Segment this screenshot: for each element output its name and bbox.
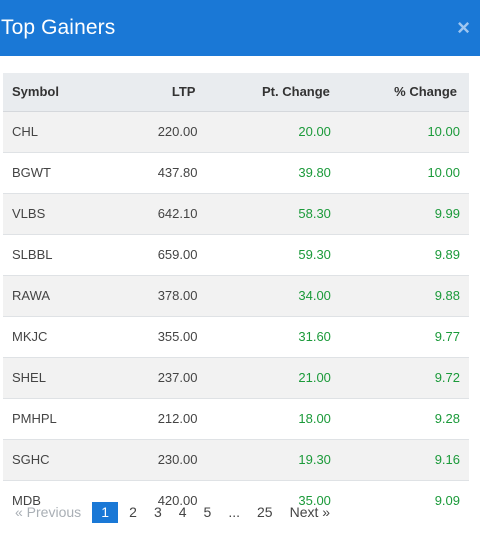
table-header-row: Symbol LTP Pt. Change % Change — [3, 73, 469, 112]
pagination: « Previous 1 2 3 4 5 ... 25 Next » — [9, 502, 341, 523]
symbol-cell: CHL — [3, 110, 119, 152]
pct-change-cell: 9.09 — [331, 479, 469, 521]
symbol-cell: RAWA — [3, 274, 119, 316]
ltp-cell: 659.00 — [118, 233, 198, 275]
page-link-1[interactable]: 1 — [92, 502, 119, 523]
symbol-cell: SLBBL — [3, 233, 119, 275]
column-header-ltp[interactable]: LTP — [118, 73, 198, 112]
table-row[interactable]: SLBBL 659.00 59.30 9.89 — [3, 233, 469, 275]
table-row[interactable]: SHEL 237.00 21.00 9.72 — [3, 356, 469, 398]
pct-change-cell: 9.77 — [331, 315, 469, 357]
page-link-3[interactable]: 3 — [153, 504, 162, 520]
symbol-cell: PMHPL — [3, 397, 119, 439]
ltp-cell: 355.00 — [118, 315, 198, 357]
ltp-cell: 642.10 — [118, 192, 198, 234]
pct-change-cell: 10.00 — [331, 110, 469, 152]
next-page-link[interactable]: Next » — [289, 504, 331, 520]
pct-change-cell: 9.89 — [331, 233, 469, 275]
table-row[interactable]: RAWA 378.00 34.00 9.88 — [3, 274, 469, 316]
modal-header: Top Gainers × — [0, 0, 480, 56]
pt-change-cell: 59.30 — [197, 233, 332, 275]
ltp-cell: 230.00 — [118, 438, 198, 480]
gainers-table-wrapper: Symbol LTP Pt. Change % Change CHL 220.00… — [3, 73, 469, 521]
pct-change-cell: 10.00 — [331, 151, 469, 193]
gainers-table: Symbol LTP Pt. Change % Change CHL 220.00… — [3, 73, 469, 521]
close-icon[interactable]: × — [457, 15, 470, 40]
table-row[interactable]: MKJC 355.00 31.60 9.77 — [3, 315, 469, 357]
pt-change-cell: 39.80 — [197, 151, 332, 193]
page-link-2[interactable]: 2 — [129, 504, 137, 520]
ltp-cell: 437.80 — [118, 151, 198, 193]
ltp-cell: 212.00 — [118, 397, 198, 439]
symbol-cell: MKJC — [3, 315, 119, 357]
pt-change-cell: 19.30 — [197, 438, 332, 480]
pct-change-cell: 9.88 — [331, 274, 469, 316]
pct-change-cell: 9.28 — [331, 397, 469, 439]
pt-change-cell: 31.60 — [197, 315, 332, 357]
pt-change-cell: 21.00 — [197, 356, 332, 398]
table-row[interactable]: PMHPL 212.00 18.00 9.28 — [3, 397, 469, 439]
page-ellipsis: ... — [228, 504, 241, 520]
column-header-pct-change[interactable]: % Change — [331, 73, 469, 112]
ltp-cell: 220.00 — [118, 110, 198, 152]
pct-change-cell: 9.16 — [331, 438, 469, 480]
table-row[interactable]: SGHC 230.00 19.30 9.16 — [3, 438, 469, 480]
ltp-cell: 378.00 — [118, 274, 198, 316]
pct-change-cell: 9.99 — [331, 192, 469, 234]
pt-change-cell: 58.30 — [197, 192, 332, 234]
table-row[interactable]: CHL 220.00 20.00 10.00 — [3, 110, 469, 152]
pct-change-cell: 9.72 — [331, 356, 469, 398]
symbol-cell: BGWT — [3, 151, 119, 193]
page-link-4[interactable]: 4 — [178, 504, 187, 520]
pt-change-cell: 34.00 — [197, 274, 332, 316]
pt-change-cell: 20.00 — [197, 110, 332, 152]
page-link-5[interactable]: 5 — [203, 504, 212, 520]
table-row[interactable]: BGWT 437.80 39.80 10.00 — [3, 151, 469, 193]
symbol-cell: VLBS — [3, 192, 119, 234]
ltp-cell: 237.00 — [118, 356, 198, 398]
modal-title: Top Gainers — [1, 16, 116, 39]
previous-page-link[interactable]: « Previous — [15, 504, 82, 520]
page-link-25[interactable]: 25 — [257, 504, 273, 520]
table-row[interactable]: VLBS 642.10 58.30 9.99 — [3, 192, 469, 234]
table-row[interactable]: MDB 420.00 35.00 9.09 — [3, 479, 469, 521]
column-header-symbol[interactable]: Symbol — [3, 73, 119, 112]
ltp-cell: 420.00 — [118, 479, 198, 521]
symbol-cell: SHEL — [3, 356, 119, 398]
pt-change-cell: 35.00 — [197, 479, 332, 521]
column-header-pt-change[interactable]: Pt. Change — [197, 73, 332, 112]
pt-change-cell: 18.00 — [197, 397, 332, 439]
symbol-cell: SGHC — [3, 438, 119, 480]
